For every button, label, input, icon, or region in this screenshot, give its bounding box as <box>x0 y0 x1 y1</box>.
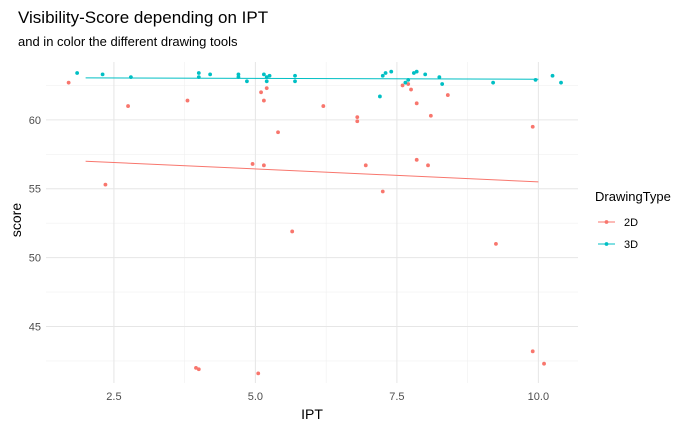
data-point-2d <box>445 93 450 97</box>
data-point-3d <box>196 75 201 80</box>
trend-lines <box>85 77 539 183</box>
y-tick-label: 55 <box>29 184 41 196</box>
x-tick-label: 7.5 <box>389 391 404 403</box>
data-point-2d <box>290 229 295 234</box>
legend-item-3d: 3D <box>598 239 638 251</box>
data-point-3d <box>128 75 133 80</box>
y-tick-label: 60 <box>29 115 41 127</box>
data-point-3d <box>264 79 269 84</box>
legend-title: DrawingType <box>595 189 671 204</box>
data-point-3d <box>559 80 563 85</box>
data-point-2d <box>530 124 535 129</box>
data-point-3d <box>411 71 416 75</box>
x-axis-ticks: 2.5 5.0 7.5 10.0 <box>106 391 549 403</box>
data-point-3d <box>236 75 241 80</box>
data-point-2d <box>256 371 261 376</box>
data-point-2d <box>542 361 546 366</box>
data-point-3d <box>293 79 297 84</box>
x-tick-label: 10.0 <box>528 391 549 403</box>
data-point-2d <box>406 82 411 86</box>
x-axis-title: IPT <box>301 406 323 422</box>
legend-item-2d: 2D <box>598 217 638 229</box>
data-point-3d <box>100 72 105 77</box>
data-point-3d <box>380 73 385 78</box>
data-point-2d <box>363 163 368 168</box>
data-point-2d <box>321 104 326 108</box>
data-point-2d <box>103 182 108 187</box>
data-point-2d <box>264 86 269 91</box>
data-points <box>66 69 563 376</box>
grid <box>46 62 578 383</box>
data-point-3d <box>236 72 241 77</box>
data-point-3d <box>293 73 297 78</box>
data-point-2d <box>409 87 413 92</box>
data-point-2d <box>494 241 498 246</box>
data-point-3d <box>378 94 382 99</box>
data-point-3d <box>437 75 442 80</box>
chart-subtitle: and in color the different drawing tools <box>18 34 238 49</box>
y-axis-title: score <box>8 203 24 237</box>
data-point-3d <box>491 80 496 85</box>
data-point-3d <box>423 72 428 77</box>
data-point-3d <box>440 82 445 86</box>
legend-label: 3D <box>624 239 638 251</box>
data-point-2d <box>355 115 360 120</box>
trend-line-3d <box>85 77 539 80</box>
legend: DrawingType 2D 3D <box>595 189 671 251</box>
legend-key-point <box>604 220 609 224</box>
data-point-2d <box>194 365 198 370</box>
data-point-3d <box>533 78 538 82</box>
data-point-2d <box>355 119 360 124</box>
y-tick-label: 50 <box>29 253 41 265</box>
chart-title: Visibility-Score depending on IPT <box>18 8 268 27</box>
x-tick-label: 5.0 <box>248 391 263 403</box>
data-point-2d <box>276 130 280 135</box>
data-point-2d <box>66 80 71 85</box>
trend-line-2d <box>85 160 539 183</box>
data-point-3d <box>261 72 266 77</box>
x-tick-label: 2.5 <box>106 391 121 403</box>
data-point-3d <box>264 75 269 80</box>
data-point-3d <box>196 71 201 75</box>
data-point-3d <box>389 69 394 74</box>
data-point-3d <box>403 80 408 85</box>
legend-items: 2D 3D <box>598 217 638 251</box>
data-point-3d <box>383 71 388 75</box>
data-point-2d <box>380 189 385 194</box>
data-point-2d <box>259 90 263 95</box>
data-point-2d <box>414 101 419 106</box>
data-point-3d <box>208 72 213 77</box>
data-point-3d <box>414 69 419 74</box>
data-point-2d <box>426 163 430 168</box>
data-point-2d <box>261 98 266 103</box>
y-axis-ticks: 45 50 55 60 <box>29 115 41 334</box>
y-tick-label: 45 <box>29 322 41 334</box>
legend-label: 2D <box>624 217 638 229</box>
data-point-3d <box>245 79 249 84</box>
legend-key-point <box>604 242 609 246</box>
data-point-2d <box>196 367 201 372</box>
data-point-3d <box>550 73 555 78</box>
data-point-3d <box>406 78 411 82</box>
data-point-2d <box>261 163 266 168</box>
data-point-3d <box>75 71 80 75</box>
data-point-2d <box>126 104 130 108</box>
data-point-2d <box>428 113 433 118</box>
data-point-2d <box>530 349 535 354</box>
data-point-3d <box>267 73 272 78</box>
data-point-2d <box>414 157 419 162</box>
data-point-2d <box>185 98 190 103</box>
data-point-2d <box>400 83 405 88</box>
data-point-2d <box>250 162 255 166</box>
